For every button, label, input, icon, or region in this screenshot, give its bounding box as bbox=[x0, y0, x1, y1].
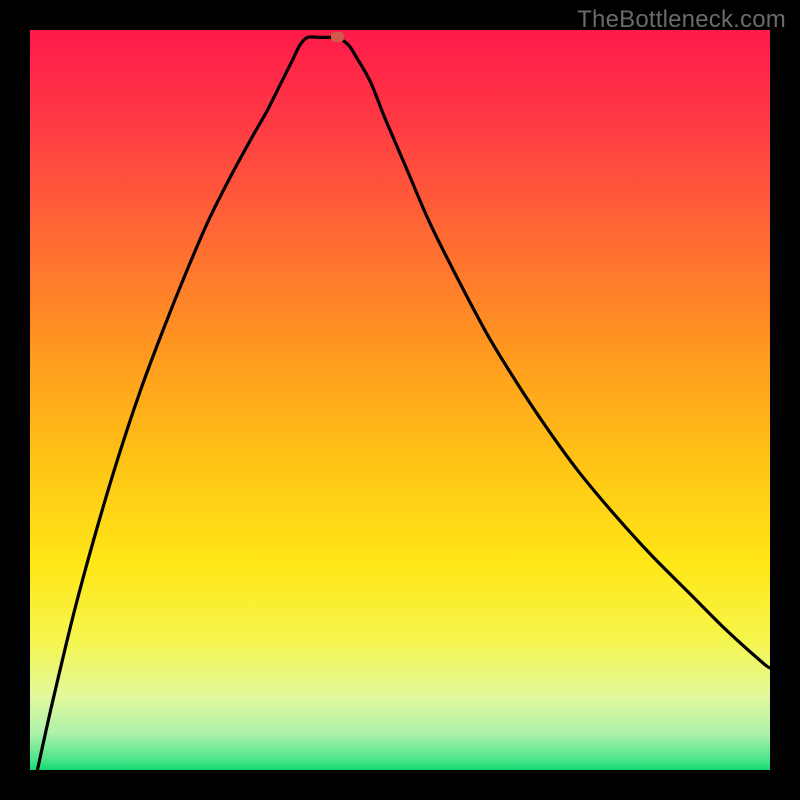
bottleneck-curve bbox=[30, 30, 770, 770]
watermark-text: TheBottleneck.com bbox=[577, 6, 786, 34]
chart-container: TheBottleneck.com bbox=[0, 0, 800, 800]
optimum-marker bbox=[331, 32, 344, 42]
plot-area bbox=[30, 30, 770, 770]
